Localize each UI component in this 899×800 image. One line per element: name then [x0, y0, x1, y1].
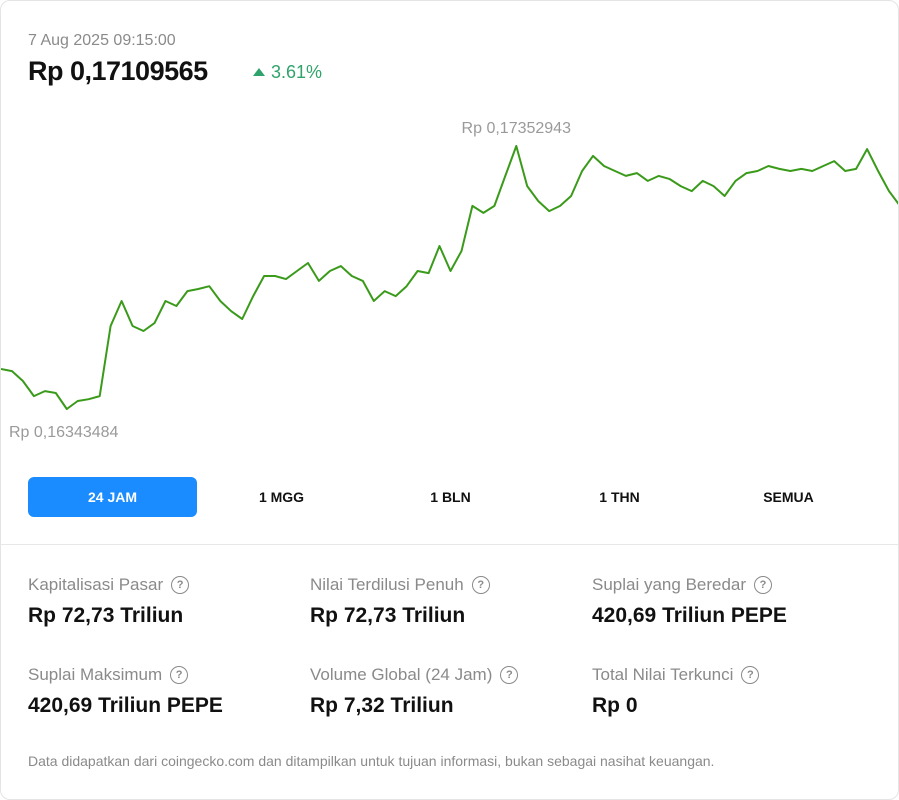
stat-value: 420,69 Triliun PEPE	[28, 694, 223, 717]
stat-value: Rp 72,73 Triliun	[28, 604, 184, 627]
stat: Kapitalisasi Pasar? Rp 72,73 Triliun	[28, 575, 298, 628]
stat-label: Suplai yang Beredar	[592, 575, 747, 594]
stat-label-row: Kapitalisasi Pasar?	[28, 575, 298, 595]
help-icon[interactable]: ?	[500, 666, 519, 684]
up-arrow	[253, 68, 265, 76]
stat: Suplai yang Beredar? 420,69 Triliun PEPE	[592, 575, 862, 628]
stat: Suplai Maksimum? 420,69 Triliun PEPE	[28, 665, 298, 718]
price: Rp 0,17109565	[28, 56, 208, 86]
stat-value: Rp 7,32 Triliun	[310, 694, 454, 717]
footer: Data didapatkan dari coingecko.com dan d…	[28, 753, 715, 769]
stat: Nilai Terdilusi Penuh? Rp 72,73 Triliun	[310, 575, 580, 628]
tabs: 24 JAM 1 MGG 1 BLN 1 THN SEMUA	[28, 477, 873, 517]
stat-label: Volume Global (24 Jam)	[310, 665, 493, 684]
help-icon[interactable]: ?	[170, 666, 189, 684]
tab[interactable]: SEMUA	[763, 489, 814, 505]
change: 3.61%	[253, 62, 322, 83]
stat-label-row: Suplai Maksimum?	[28, 665, 298, 685]
stat-label-row: Suplai yang Beredar?	[592, 575, 862, 595]
stat-value: 420,69 Triliun PEPE	[592, 604, 787, 627]
help-icon[interactable]: ?	[471, 576, 490, 594]
high-label: Rp 0,17352943	[462, 120, 572, 137]
stat: Volume Global (24 Jam)? Rp 7,32 Triliun	[310, 665, 580, 718]
stat-value: Rp 0	[592, 694, 638, 717]
stat: Total Nilai Terkunci? Rp 0	[592, 665, 862, 718]
stat-label-row: Volume Global (24 Jam)?	[310, 665, 580, 685]
stat-label-row: Nilai Terdilusi Penuh?	[310, 575, 580, 595]
chart: Rp 0,17352943 Rp 0,16343484	[1, 120, 898, 441]
stat-label-row: Total Nilai Terkunci?	[592, 665, 862, 685]
help-icon[interactable]: ?	[754, 576, 773, 594]
stat-label: Nilai Terdilusi Penuh	[310, 575, 464, 594]
tab[interactable]: 1 MGG	[258, 489, 305, 505]
tab[interactable]: 1 THN	[599, 489, 640, 505]
help-icon[interactable]: ?	[171, 576, 190, 594]
stat-value: Rp 72,73 Triliun	[310, 604, 466, 627]
divider	[1, 544, 898, 545]
help-icon[interactable]: ?	[741, 666, 760, 684]
date: 7 Aug 2025 09:15:00	[28, 32, 176, 49]
low-label: Rp 0,16343484	[9, 424, 119, 441]
stat-label: Total Nilai Terkunci	[592, 665, 734, 684]
price-line	[1, 145, 898, 410]
stat-label: Kapitalisasi Pasar	[28, 575, 164, 594]
tab[interactable]: 1 BLN	[430, 489, 471, 505]
stat-label: Suplai Maksimum	[28, 665, 163, 684]
change-text: 3.61%	[271, 62, 323, 82]
tab[interactable]: 24 JAM	[28, 477, 197, 517]
